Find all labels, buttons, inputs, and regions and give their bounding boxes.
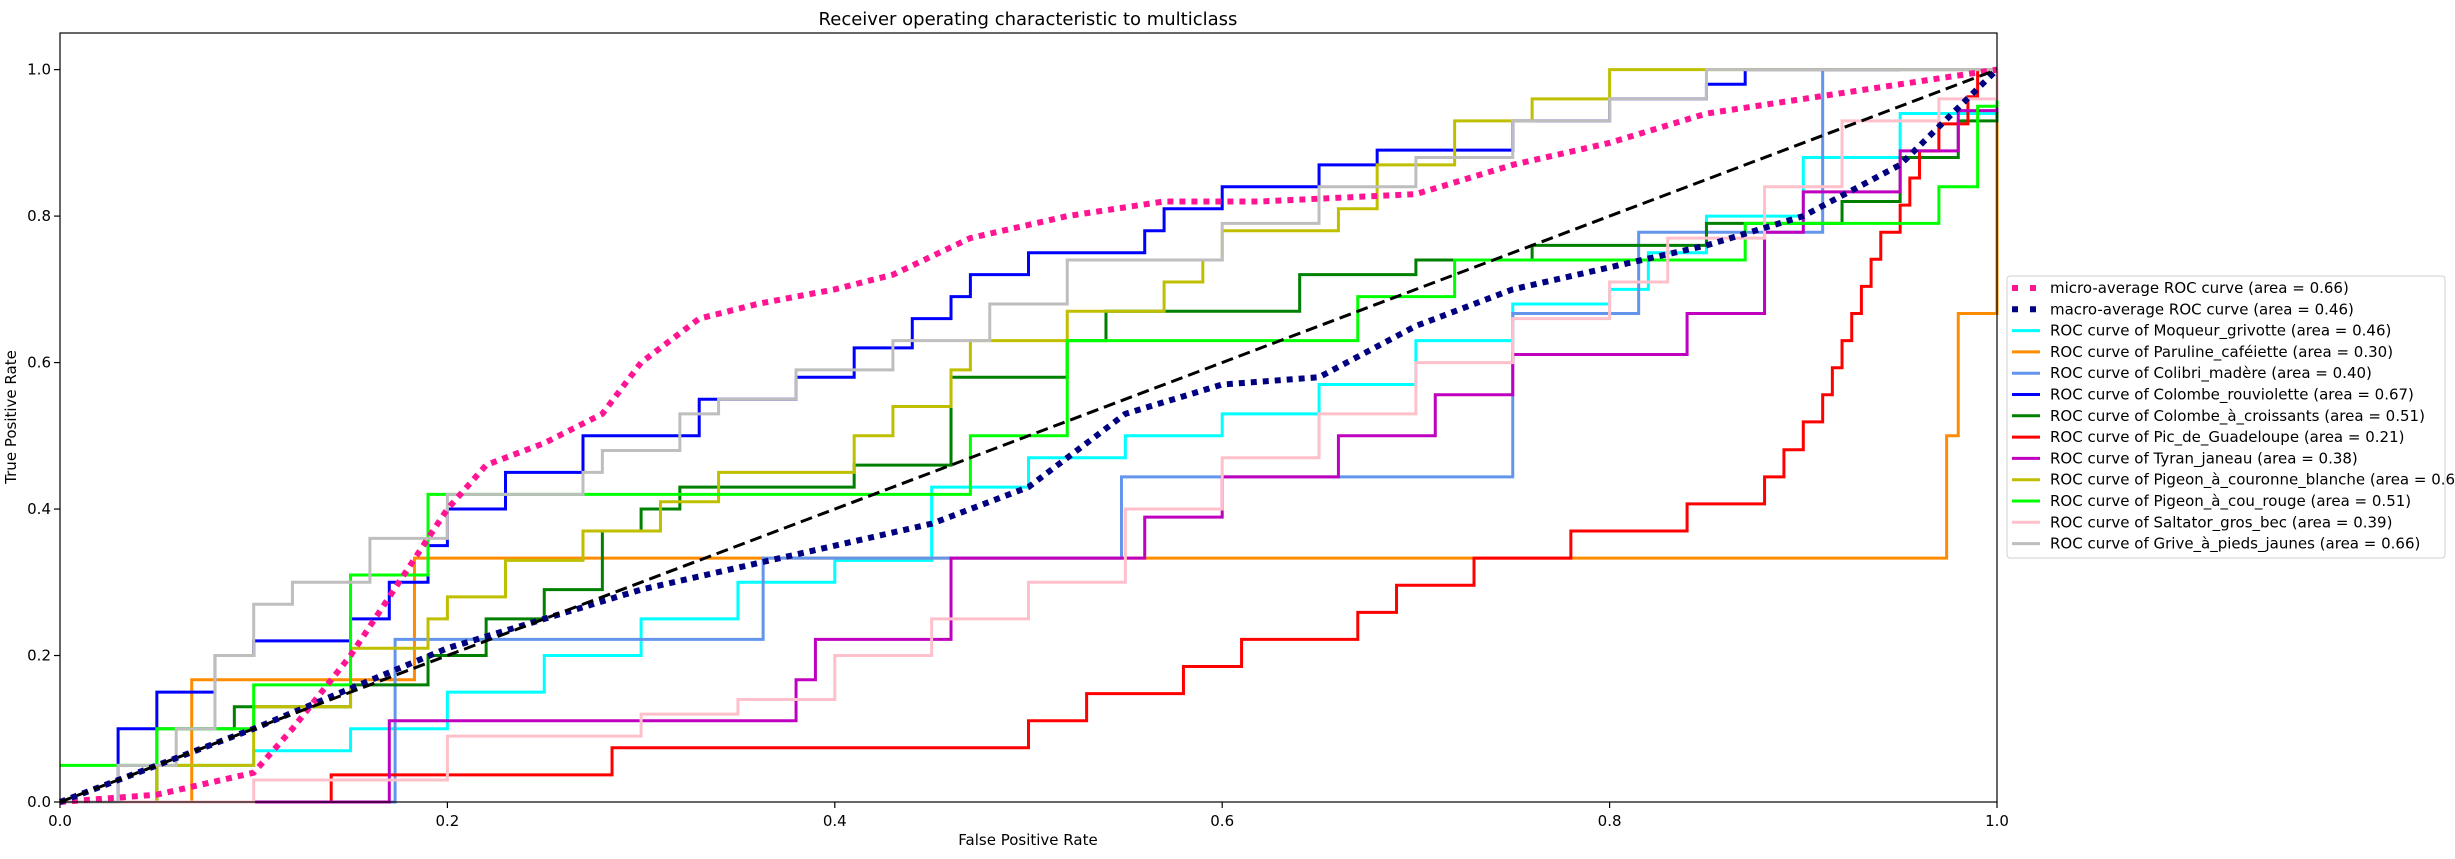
legend-label: ROC curve of Colibri_madère (area = 0.40… [2050, 364, 2372, 383]
x-axis-label: False Positive Rate [958, 831, 1097, 849]
x-tick-label: 0.2 [435, 812, 459, 830]
series-line-roc-curve-of-tyran-janeau [60, 69, 1999, 804]
legend-label: ROC curve of Tyran_janeau (area = 0.38) [2050, 449, 2358, 468]
series-line-roc-curve-of-grive-pieds-jaunes [60, 68, 1997, 804]
plot-frame [59, 32, 1998, 803]
legend-label: ROC curve of Colombe_à_croissants (area … [2050, 407, 2425, 426]
x-tick-label: 0.4 [823, 812, 847, 830]
x-tick-label: 1.0 [1985, 812, 2009, 830]
legend-box [2006, 275, 2446, 559]
y-tick-label: 0.4 [27, 500, 51, 518]
series-line-roc-curve-of-pic-de-guadeloupe [60, 68, 1997, 804]
y-tick-label: 0.6 [27, 354, 51, 372]
legend-label: ROC curve of Paruline_caféiette (area = … [2050, 343, 2393, 362]
legend-label: micro-average ROC curve (area = 0.66) [2050, 279, 2349, 297]
legend-label: ROC curve of Pigeon_à_couronne_blanche (… [2050, 471, 2455, 490]
legend-label: ROC curve of Saltator_gros_bec (area = 0… [2050, 513, 2392, 532]
x-tick-label: 0.8 [1598, 812, 1622, 830]
series-line-roc-curve-of-saltator-gros-bec [60, 69, 1999, 804]
plot-curves [58, 66, 2000, 805]
series-line-roc-curve-of-moqueur-grivotte [60, 69, 1999, 804]
y-tick-label: 1.0 [27, 61, 51, 79]
chart-title: Receiver operating characteristic to mul… [819, 9, 1238, 30]
series-line-roc-curve-of-pigeon-cou-rouge [60, 69, 1999, 767]
series-line-roc-curve-of-colombe-rouviolette [60, 68, 1901, 804]
legend-label: ROC curve of Grive_à_pieds_jaunes (area … [2050, 535, 2420, 554]
x-tick-label: 0.6 [1210, 812, 1234, 830]
legend-label: ROC curve of Pigeon_à_cou_rouge (area = … [2050, 492, 2411, 511]
series-line-micro-average-roc-curve [59, 66, 1998, 805]
legend: micro-average ROC curve (area = 0.66) mac… [2006, 275, 2455, 559]
y-axis-label: True Positive Rate [2, 350, 20, 485]
y-tick-label: 0.0 [27, 793, 51, 811]
legend-label: ROC curve of Colombe_rouviolette (area =… [2050, 386, 2414, 405]
y-tick-label: 0.2 [27, 647, 51, 665]
x-axis-ticks: 0.0 0.2 0.4 0.6 0.8 1.0 [48, 802, 2009, 830]
legend-label: ROC curve of Moqueur_grivotte (area = 0.… [2050, 322, 2391, 341]
y-tick-label: 0.8 [27, 207, 51, 225]
legend-label: macro-average ROC curve (area = 0.46) [2050, 300, 2354, 318]
legend-label: ROC curve of Pic_de_Guadeloupe (area = 0… [2050, 428, 2404, 447]
x-tick-label: 0.0 [48, 812, 72, 830]
chance-diagonal-line [59, 68, 1998, 804]
y-axis-ticks: 0.0 0.2 0.4 0.6 0.8 1.0 [27, 61, 60, 811]
series-line-roc-curve-of-paruline-caf-iette [60, 69, 1999, 804]
